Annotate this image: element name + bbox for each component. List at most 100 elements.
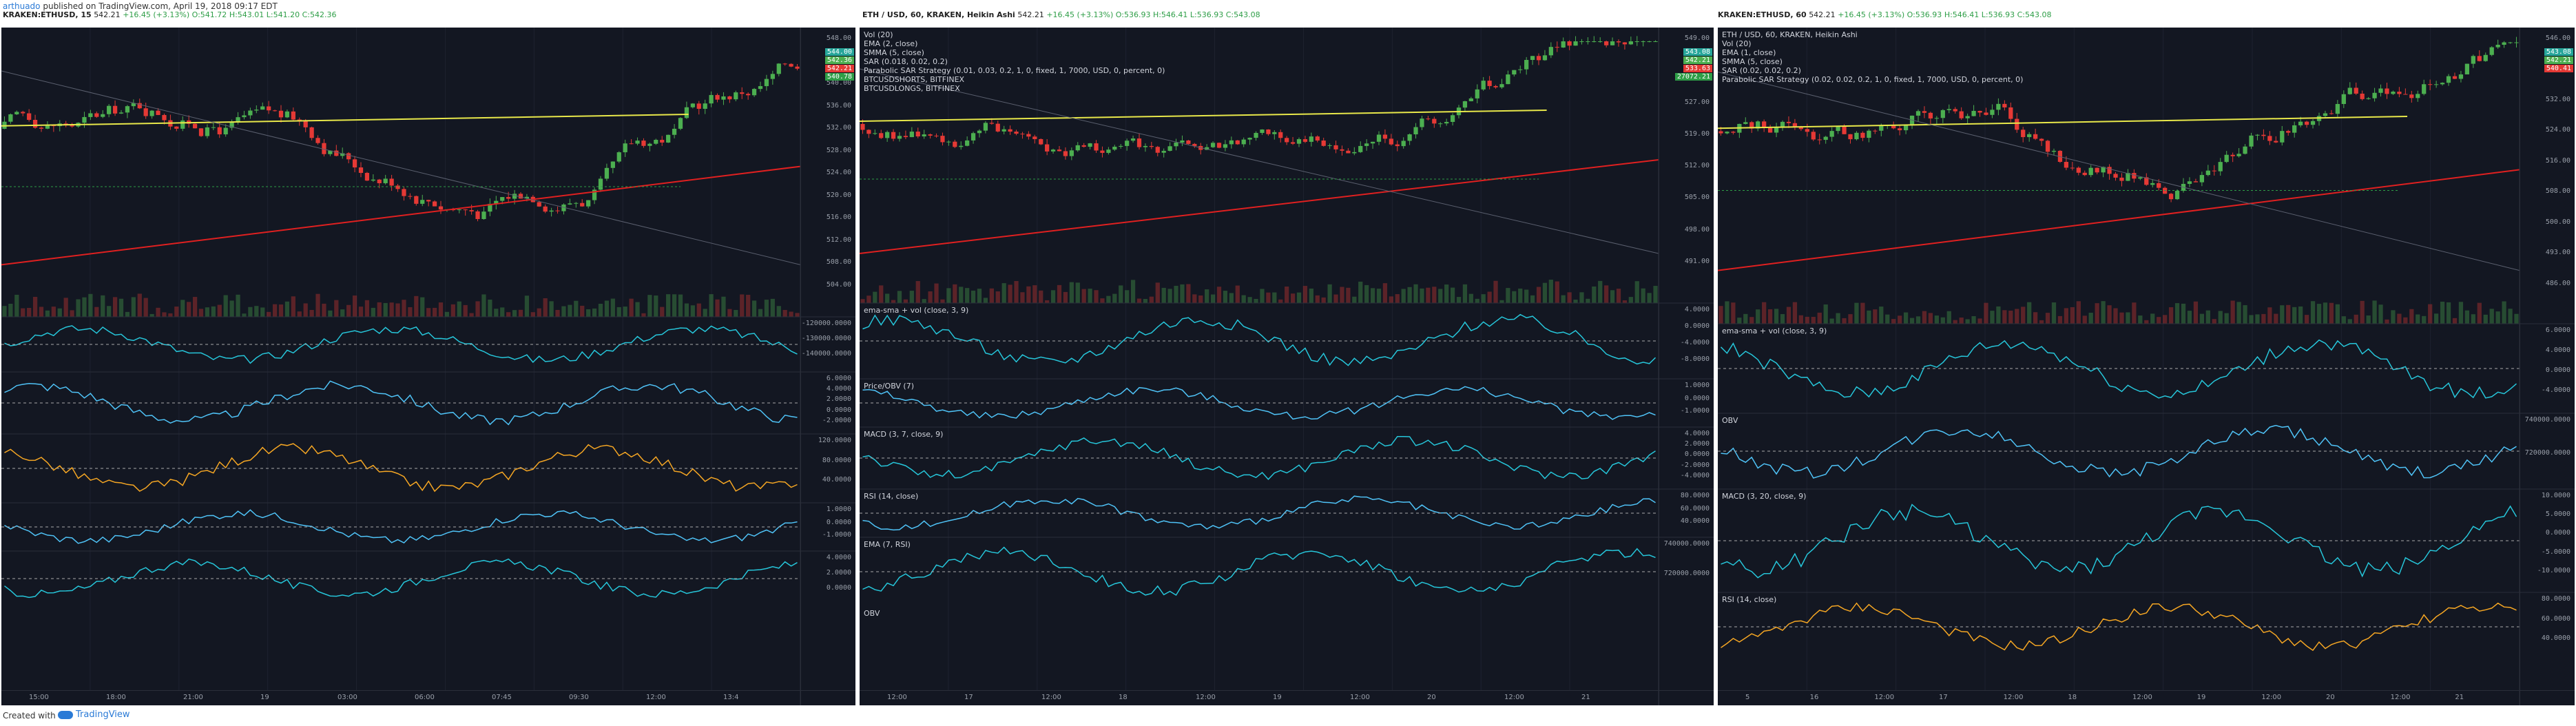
legend-item[interactable]: Parabolic SAR Strategy (0.01, 0.03, 0.2,… (864, 66, 1165, 75)
candle (574, 203, 579, 204)
volume-bar (1444, 284, 1449, 303)
indicator-axis-label: 4.0000 (2545, 346, 2570, 354)
legend-item[interactable]: BTCUSDSHORTS, BITFINEX (864, 75, 965, 84)
legend-item[interactable]: SAR (0.018, 0.02, 0.2) (864, 57, 948, 66)
volume-bar (1604, 285, 1609, 303)
time-axis-label: 12:00 (2261, 694, 2282, 701)
indicator-legend[interactable]: ema-sma + vol (close, 3, 9) (1722, 326, 1827, 335)
candle (1805, 129, 1809, 132)
volume-bar (322, 303, 326, 317)
indicator-axis-label: 720000.0000 (2524, 449, 2570, 457)
indicator-legend[interactable]: OBV (864, 609, 880, 618)
author-link[interactable]: arthuado (3, 1, 41, 11)
candle (2409, 94, 2414, 98)
indicator-legend[interactable]: RSI (14, close) (1722, 595, 1777, 604)
volume-bar (1001, 283, 1006, 303)
candle (328, 150, 333, 154)
candle (1586, 41, 1590, 42)
candle (2249, 135, 2254, 147)
indicator-line (1720, 339, 2517, 399)
legend-item[interactable]: EMA (2, close) (864, 39, 918, 48)
indicator-axis-label: -1.0000 (1680, 407, 1710, 415)
candle (1493, 85, 1498, 87)
volume-bar (610, 298, 615, 317)
candle (959, 145, 964, 147)
volume-bar (2385, 319, 2389, 324)
legend-item[interactable]: SMMA (5, close) (864, 48, 924, 57)
volume-bar (1836, 313, 1840, 324)
volume-bar (469, 313, 474, 317)
volume-bar (1493, 280, 1498, 303)
volume-bar (1296, 292, 1302, 303)
indicator-legend[interactable]: ema-sma + vol (close, 3, 9) (864, 306, 969, 315)
indicator-axis-label: -5.0000 (2541, 548, 2570, 556)
candle (2138, 177, 2143, 179)
candle (672, 128, 677, 135)
candle (1792, 123, 1798, 127)
indicator-axis-label: 80.0000 (822, 456, 851, 464)
footer: Created with TradingView (0, 705, 2576, 726)
candle (267, 106, 271, 111)
volume-bar (1321, 297, 1326, 303)
price-axis[interactable]: 546.00540.00532.00524.00516.00508.00500.… (2520, 28, 2575, 705)
volume-bar (1210, 294, 1216, 303)
legend-item[interactable]: SAR (0.02, 0.02, 0.2) (1722, 66, 1801, 75)
indicator-legend[interactable]: MACD (3, 7, close, 9) (864, 430, 944, 439)
volume-bar (977, 289, 982, 303)
volume-bar (953, 284, 957, 303)
candle (1389, 138, 1393, 145)
legend-item[interactable]: EMA (1, close) (1722, 48, 1776, 57)
volume-bar (2205, 310, 2210, 324)
candle (543, 206, 548, 212)
chart2-open: O:536.93 (1115, 10, 1151, 19)
candle (1321, 141, 1326, 146)
candle (2341, 94, 2346, 104)
candle (32, 119, 38, 128)
price-axis[interactable]: 548.00 544.00 540.00 536.00 532.00 528.00 524.… (800, 28, 855, 705)
time-axis[interactable]: 12:00 17 12:00 18 12:00 19 12:00 20 12:00 21 (860, 690, 1714, 705)
volume-bar (1119, 285, 1123, 303)
legend-item[interactable]: Vol (20) (864, 30, 893, 39)
candle (180, 120, 185, 129)
candle (696, 103, 701, 109)
legend-item[interactable]: SMMA (5, close) (1722, 57, 1783, 66)
candle (2477, 56, 2482, 61)
indicator-legend[interactable]: MACD (3, 20, close, 9) (1722, 492, 1807, 501)
volume-bar (291, 296, 295, 317)
indicator-axis-label: 6.0000 (826, 375, 851, 382)
chart1-panel[interactable]: 548.00 544.00 540.00 536.00 532.00 528.00 524.… (1, 28, 855, 705)
indicator-legend[interactable]: OBV (1722, 416, 1738, 425)
candle (1309, 136, 1313, 142)
time-axis[interactable]: 5 16 12:00 17 12:00 18 12:00 19 12:00 20 12:00 21 (1718, 690, 2575, 705)
indicator-legend[interactable]: EMA (7, RSI) (864, 540, 911, 549)
indicator-legend[interactable]: Price/OBV (7) (864, 382, 915, 391)
indicator-legend[interactable]: RSI (14, close) (864, 492, 919, 501)
price-axis[interactable]: 549.00534.00527.00519.00512.00505.00498.… (1659, 28, 1714, 705)
candle (2199, 175, 2205, 183)
legend-item[interactable]: Vol (20) (1722, 39, 1752, 48)
volume-bar (2051, 302, 2057, 324)
volume-bar (187, 302, 191, 317)
legend-item[interactable]: BTCUSDLONGS, BITFINEX (864, 84, 960, 93)
candle (1340, 149, 1344, 151)
volume-bar (1039, 290, 1043, 303)
chart3-canvas (1718, 28, 2575, 705)
volume-bar (94, 307, 99, 317)
candle (2218, 162, 2223, 172)
volume-bar (1302, 286, 1308, 303)
time-axis[interactable]: 15:00 18:00 21:00 19 03:00 06:00 07:45 09:30 12:… (1, 690, 855, 705)
chart2-panel[interactable]: 549.00534.00527.00519.00512.00505.00498.… (860, 28, 1714, 705)
candle (2045, 141, 2050, 152)
chart3-panel[interactable]: 546.00540.00532.00524.00516.00508.00500.… (1718, 28, 2575, 705)
candle (734, 92, 738, 100)
legend-item[interactable]: Parabolic SAR Strategy (0.02, 0.02, 0.2,… (1722, 75, 2024, 84)
volume-bar (1749, 317, 1754, 324)
volume-bar (2316, 304, 2322, 324)
volume-bar (278, 304, 284, 317)
candle (107, 105, 112, 114)
volume-bar (1928, 313, 1933, 324)
volume-bar (1762, 302, 1767, 324)
tradingview-logo[interactable]: TradingView (58, 709, 130, 720)
candle (488, 203, 492, 212)
volume-bar (715, 299, 720, 317)
